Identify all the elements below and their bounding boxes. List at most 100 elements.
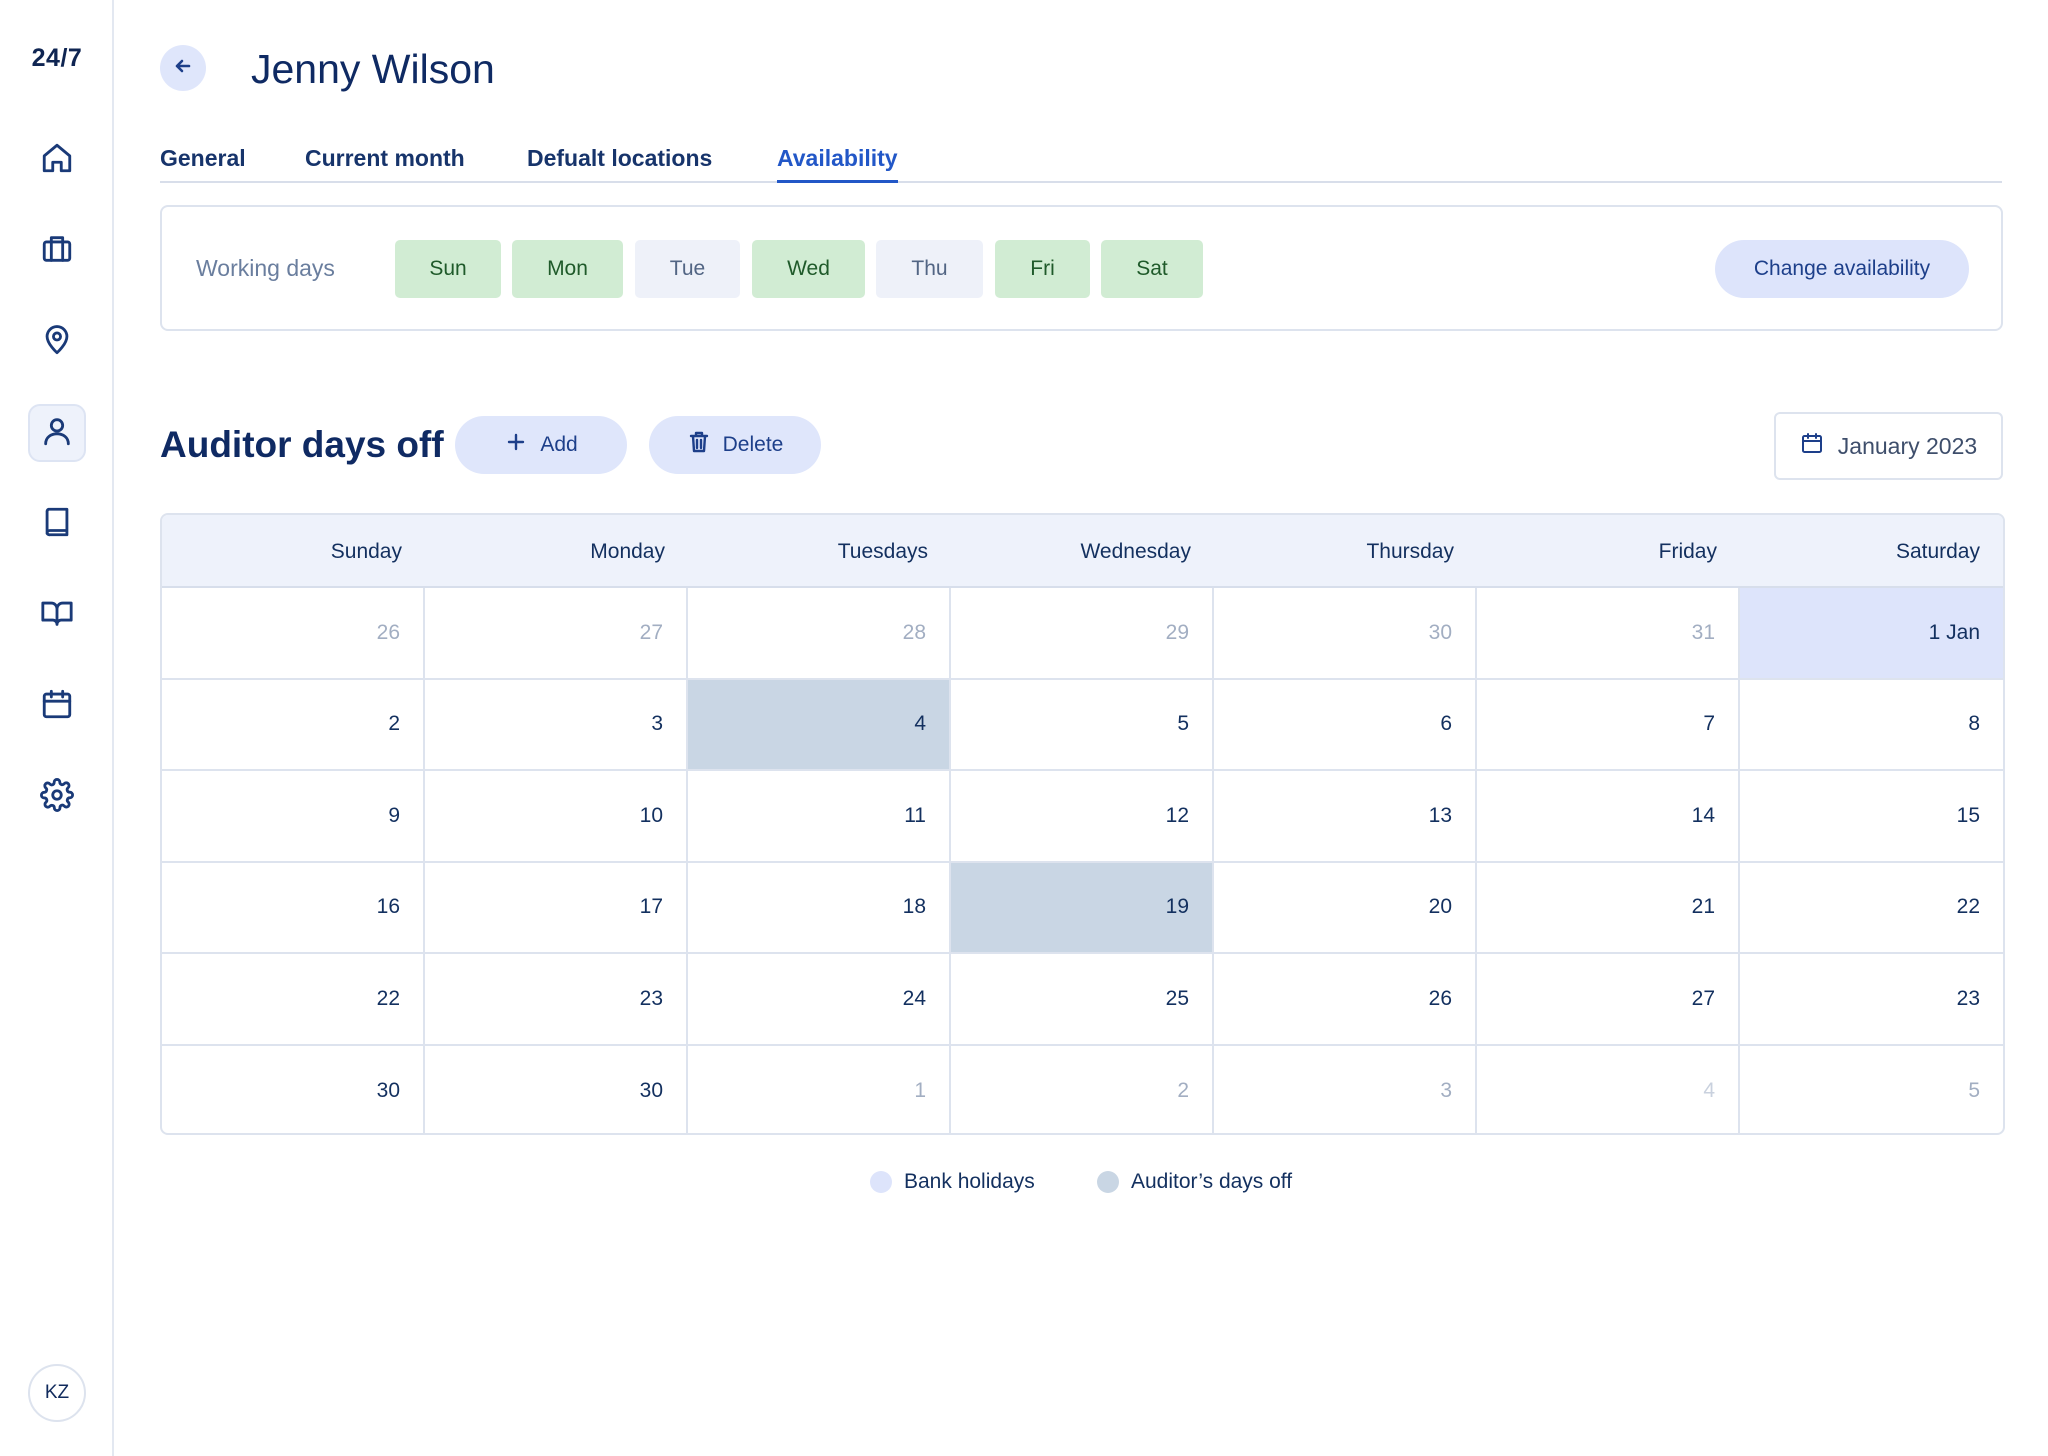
month-picker[interactable]: January 2023 <box>1774 412 2003 480</box>
sidebar-item-guide[interactable] <box>28 586 86 644</box>
calendar-day-cell[interactable]: 9 <box>162 771 425 863</box>
add-button[interactable]: Add <box>455 416 627 474</box>
day-chip-wed[interactable]: Wed <box>752 240 865 298</box>
change-availability-button[interactable]: Change availability <box>1715 240 1969 298</box>
delete-button[interactable]: Delete <box>649 416 821 474</box>
calendar-icon <box>40 687 74 726</box>
day-chip-sat[interactable]: Sat <box>1101 240 1203 298</box>
calendar-day-cell[interactable]: 5 <box>1968 1079 1980 1103</box>
tab-default-locations[interactable]: Defualt locations <box>527 145 713 171</box>
tab-availability[interactable]: Availability <box>777 145 898 183</box>
sidebar-item-users[interactable] <box>28 404 86 462</box>
calendar-day-cell[interactable]: 30 <box>1214 588 1477 680</box>
sidebar-item-home[interactable] <box>28 131 86 189</box>
legend: Bank holidays Auditor’s days off <box>0 1170 2048 1200</box>
calendar-day-cell[interactable]: 7 <box>1477 679 1740 771</box>
calendar-header-thursday: Thursday <box>1366 539 1454 563</box>
open-book-icon <box>40 596 74 635</box>
book-icon <box>40 505 74 544</box>
avatar[interactable]: KZ <box>28 1364 86 1422</box>
calendar-day-cell[interactable]: 24 <box>688 954 951 1046</box>
calendar-day-cell[interactable]: 26 <box>1214 954 1477 1046</box>
user-icon <box>40 414 74 453</box>
calendar-header-wednesday: Wednesday <box>1080 539 1191 563</box>
calendar-day-cell[interactable]: 19 <box>951 862 1214 954</box>
calendar-day-cell[interactable]: 2 <box>162 679 425 771</box>
calendar-day-cell[interactable]: 15 <box>1740 771 2003 863</box>
calendar-day-cell[interactable]: 5 <box>951 679 1214 771</box>
app-logo: 24/7 <box>31 44 83 72</box>
working-days-label: Working days <box>196 255 335 281</box>
calendar-day-cell[interactable]: 23 <box>425 954 688 1046</box>
tab-bar: General Current month Defualt locations … <box>160 145 2002 183</box>
calendar-day-cell[interactable]: 20 <box>1214 862 1477 954</box>
calendar-day-cell[interactable]: 4 <box>1477 1045 1740 1133</box>
tab-current-month[interactable]: Current month <box>305 145 465 171</box>
calendar-day-cell[interactable]: 22 <box>1740 863 2003 954</box>
sidebar: 24/7 KZ <box>0 0 114 1456</box>
sidebar-item-locations[interactable] <box>28 313 86 371</box>
trash-icon <box>687 430 711 460</box>
home-icon <box>40 141 74 180</box>
calendar-day-cell[interactable]: 2 <box>951 1045 1214 1133</box>
calendar-grid: Sunday Monday Tuesdays Wednesday Thursday Fri… <box>160 513 2005 1135</box>
calendar-day-cell[interactable]: 4 <box>688 679 951 771</box>
calendar-header-monday: Monday <box>590 539 665 563</box>
day-chip-mon[interactable]: Mon <box>512 240 623 298</box>
month-picker-value: January 2023 <box>1837 432 1978 459</box>
calendar-day-cell[interactable]: 28 <box>688 588 951 680</box>
sidebar-item-settings[interactable] <box>28 768 86 826</box>
calendar-day-cell[interactable]: 27 <box>1477 954 1740 1046</box>
calendar-header-sunday: Sunday <box>330 539 402 563</box>
calendar-day-cell[interactable]: 3 <box>1214 1045 1477 1133</box>
back-button[interactable] <box>160 45 206 91</box>
day-chip-fri[interactable]: Fri <box>995 240 1090 298</box>
day-chip-sun[interactable]: Sun <box>395 240 501 298</box>
calendar-day-cell[interactable]: 25 <box>951 954 1214 1046</box>
working-days-card: Working days Sun Mon Tue Wed Thu Fri Sat… <box>160 205 2003 331</box>
sidebar-item-cases[interactable] <box>28 222 86 280</box>
legend-swatch <box>1097 1171 1119 1193</box>
calendar-day-cell[interactable]: 17 <box>425 862 688 954</box>
calendar-day-cell[interactable]: 27 <box>425 588 688 680</box>
briefcase-icon <box>40 232 74 271</box>
calendar-day-cell[interactable]: 31 <box>1477 588 1740 680</box>
legend-item-days-off: Auditor’s days off <box>1097 1170 1292 1194</box>
page-title: Jenny Wilson <box>251 46 495 92</box>
calendar-day-cell[interactable]: 18 <box>688 862 951 954</box>
calendar-day-cell[interactable]: 16 <box>162 862 425 954</box>
calendar-day-cell[interactable]: 1 Jan <box>1740 588 2003 680</box>
calendar-day-cell[interactable]: 3 <box>425 679 688 771</box>
add-button-label: Add <box>540 433 578 456</box>
calendar-day-cell[interactable]: 10 <box>425 771 688 863</box>
calendar-day-cell[interactable]: 1 <box>688 1045 951 1133</box>
calendar-day-cell[interactable]: 11 <box>688 771 951 863</box>
calendar-header-tuesdays: Tuesdays <box>837 539 928 563</box>
map-pin-icon <box>40 323 74 362</box>
calendar-day-cell[interactable]: 30 <box>162 1045 425 1133</box>
calendar-day-cell[interactable]: 12 <box>951 771 1214 863</box>
calendar-day-cell[interactable]: 13 <box>1214 771 1477 863</box>
calendar-day-cell[interactable]: 22 <box>162 954 425 1046</box>
gear-icon <box>40 777 74 817</box>
calendar-day-cell[interactable]: 8 <box>1740 680 2003 771</box>
legend-swatch <box>870 1171 892 1193</box>
legend-label: Bank holidays <box>904 1170 1035 1193</box>
calendar-day-cell[interactable]: 14 <box>1477 771 1740 863</box>
calendar-header-saturday: Saturday <box>1895 539 1980 563</box>
day-chip-thu[interactable]: Thu <box>876 240 983 298</box>
tab-general[interactable]: General <box>160 145 246 171</box>
calendar-day-cell[interactable]: 21 <box>1477 862 1740 954</box>
legend-item-bank-holidays: Bank holidays <box>870 1170 1035 1194</box>
calendar-day-cell[interactable]: 29 <box>951 588 1214 680</box>
calendar-icon <box>1800 431 1824 461</box>
calendar-day-cell[interactable]: 30 <box>425 1045 688 1133</box>
calendar-day-cell[interactable]: 26 <box>162 588 425 680</box>
delete-button-label: Delete <box>722 433 784 456</box>
sidebar-item-calendar[interactable] <box>28 677 86 735</box>
calendar-header-friday: Friday <box>1658 539 1717 563</box>
sidebar-item-book[interactable] <box>28 495 86 553</box>
calendar-day-cell[interactable]: 6 <box>1214 679 1477 771</box>
day-chip-tue[interactable]: Tue <box>635 240 740 298</box>
calendar-day-cell[interactable]: 23 <box>1740 954 2003 1046</box>
